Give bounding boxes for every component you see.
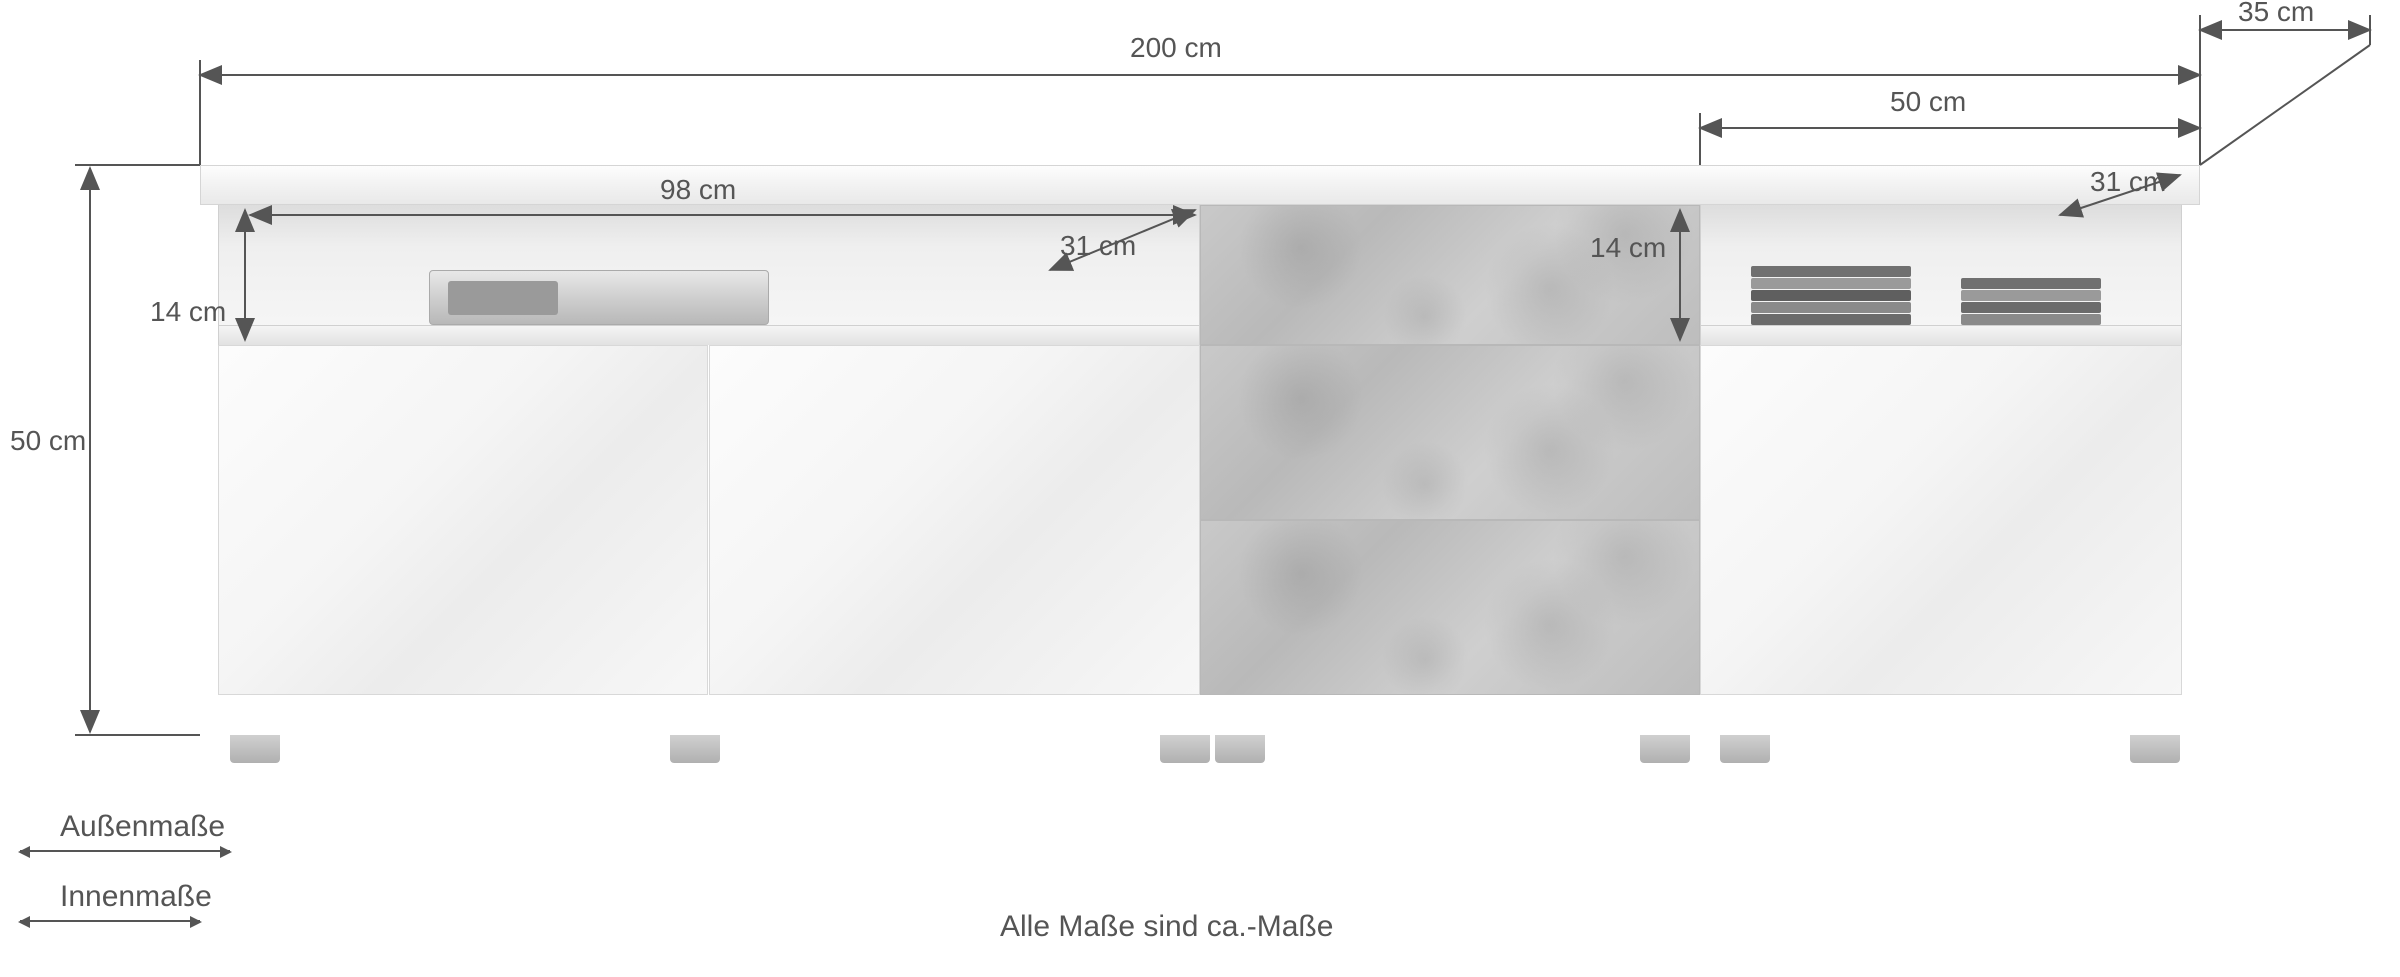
foot <box>1160 735 1210 763</box>
dim-right-section: 50 cm <box>1890 86 1966 118</box>
dim-depth: 35 cm <box>2238 0 2314 28</box>
left-doors <box>218 345 1200 695</box>
footer-note: Alle Maße sind ca.-Maße <box>1000 910 1333 944</box>
dim-inner-31-right: 31 cm <box>2090 166 2166 198</box>
dim-shelf-14-right: 14 cm <box>1590 232 1666 264</box>
dim-total-width: 200 cm <box>1130 32 1222 64</box>
dim-inner-98: 98 cm <box>660 174 736 206</box>
left-shelf-surface <box>219 325 1199 345</box>
foot <box>1720 735 1770 763</box>
drawer-bottom <box>1200 520 1700 695</box>
right-shelf-surface <box>1701 325 2181 345</box>
dim-inner-31-left: 31 cm <box>1060 230 1136 262</box>
foot <box>1215 735 1265 763</box>
legend-outer-label: Außenmaße <box>60 810 225 844</box>
sideboard <box>200 165 2200 735</box>
foot <box>1640 735 1690 763</box>
right-shelf-recess <box>1700 205 2182 345</box>
legend-inner-label: Innenmaße <box>60 880 212 914</box>
drawer-unit <box>1200 205 1700 695</box>
book-stack-left <box>1751 265 1911 325</box>
dim-shelf-14-left: 14 cm <box>150 296 226 328</box>
dvd-player <box>429 270 769 325</box>
legend-inner-arrow <box>20 920 200 922</box>
drawer-middle <box>1200 345 1700 520</box>
right-door-section <box>1700 345 2182 695</box>
foot <box>2130 735 2180 763</box>
foot <box>230 735 280 763</box>
left-shelf-recess <box>218 205 1200 345</box>
foot <box>670 735 720 763</box>
book-stack-right <box>1961 265 2101 325</box>
top-panel <box>200 165 2200 205</box>
door-1 <box>218 345 708 695</box>
dim-height-50: 50 cm <box>10 425 86 457</box>
legend-outer-arrow <box>20 850 230 852</box>
door-3 <box>1700 345 2182 695</box>
door-2 <box>709 345 1200 695</box>
drawer-top <box>1200 205 1700 345</box>
